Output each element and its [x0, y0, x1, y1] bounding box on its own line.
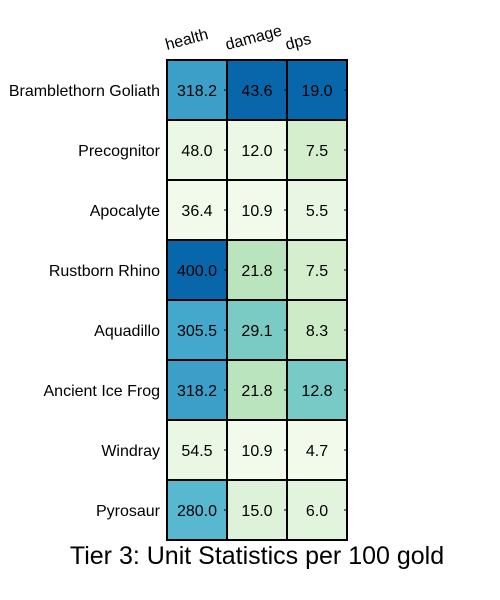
heatmap-cell — [166, 359, 228, 421]
cell-value-label: 305.5 — [177, 323, 217, 340]
cell-value-label: 4.7 — [306, 443, 328, 460]
heatmap-cell — [226, 419, 288, 481]
column-label: damage — [224, 22, 284, 53]
cell-value-label: 48.0 — [181, 143, 212, 160]
heatmap-cell — [226, 299, 288, 361]
cell-value-label: 7.5 — [306, 263, 328, 280]
row-label: Apocalyte — [90, 203, 160, 220]
heatmap-cell — [286, 419, 348, 481]
heatmap-cell — [166, 59, 228, 121]
row-labels: Bramblethorn Goliath Precognitor Apocalyte… — [9, 83, 161, 520]
heatmap-cell — [166, 479, 228, 541]
cell-value-label: 12.8 — [301, 383, 332, 400]
cell-value-label: 15.0 — [241, 503, 272, 520]
cell-value-label: 318.2 — [177, 83, 217, 100]
cell-value-label: 12.0 — [241, 143, 272, 160]
column-label: health — [164, 26, 211, 54]
cell-value-label: 21.8 — [241, 263, 272, 280]
cell-value-label: 318.2 — [177, 383, 217, 400]
row-label: Ancient Ice Frog — [44, 383, 161, 400]
heatmap-cell — [286, 119, 348, 181]
row-label: Bramblethorn Goliath — [9, 83, 160, 100]
heatmap-cell — [166, 239, 228, 301]
row-label: Rustborn Rhino — [49, 263, 160, 280]
heatmap-cells: 318.2 43.6 19.0 48.0 12.0 7.5 36.4 10.9 5.5 400.0… — [166, 59, 348, 541]
heatmap-cell — [226, 359, 288, 421]
cell-value-label: 36.4 — [181, 203, 212, 220]
cell-value-label: 280.0 — [177, 503, 217, 520]
heatmap-cell — [286, 239, 348, 301]
row-label: Pyrosaur — [96, 503, 161, 520]
heatmap-cell — [166, 419, 228, 481]
cell-value-label: 54.5 — [181, 443, 212, 460]
cell-value-label: 8.3 — [306, 323, 328, 340]
cell-value-label: 29.1 — [241, 323, 272, 340]
column-label: dps — [284, 31, 313, 54]
cell-value-label: 19.0 — [301, 83, 332, 100]
cell-value-label: 6.0 — [306, 503, 328, 520]
cell-value-label: 400.0 — [177, 263, 217, 280]
row-label: Precognitor — [78, 143, 160, 160]
row-label: Aquadillo — [94, 323, 160, 340]
heatmap-cell — [286, 479, 348, 541]
cell-value-label: 10.9 — [241, 203, 272, 220]
heatmap-cell — [226, 479, 288, 541]
chart-title: Tier 3: Unit Statistics per 100 gold — [70, 542, 444, 570]
cell-value-label: 5.5 — [306, 203, 328, 220]
cell-value-label: 7.5 — [306, 143, 328, 160]
heatmap-cell — [226, 179, 288, 241]
row-label: Windray — [101, 443, 160, 460]
cell-value-label: 10.9 — [241, 443, 272, 460]
heatmap-cell — [286, 359, 348, 421]
axis-ticks — [224, 89, 346, 511]
cell-value-label: 21.8 — [241, 383, 272, 400]
column-labels: health damage dps — [164, 22, 313, 53]
cell-value-label: 43.6 — [241, 83, 272, 100]
